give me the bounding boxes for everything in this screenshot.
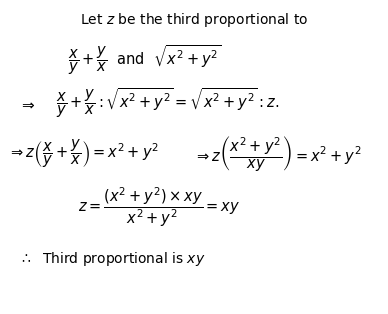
Text: $\dfrac{x}{y} + \dfrac{y}{x}$  and  $\sqrt{x^2 + y^2}$: $\dfrac{x}{y} + \dfrac{y}{x}$ and $\sqrt… [68,43,222,77]
Text: $\dfrac{x}{y} + \dfrac{y}{x} : \sqrt{x^2 + y^2} = \sqrt{x^2 + y^2} : z.$: $\dfrac{x}{y} + \dfrac{y}{x} : \sqrt{x^2… [56,87,280,121]
Text: $\Rightarrow$: $\Rightarrow$ [19,96,36,111]
Text: $z = \dfrac{(x^2 + y^2)\times xy}{x^2 + y^2} = xy$: $z = \dfrac{(x^2 + y^2)\times xy}{x^2 + … [78,185,240,229]
Text: $\therefore$  Third proportional is $xy$: $\therefore$ Third proportional is $xy$ [19,250,206,268]
Text: $\Rightarrow z\left(\dfrac{x^2 + y^2}{xy}\right) = x^2 + y^2$: $\Rightarrow z\left(\dfrac{x^2 + y^2}{xy… [194,134,361,173]
Text: Let $z$ be the third proportional to: Let $z$ be the third proportional to [80,11,308,30]
Text: $\Rightarrow z\left(\dfrac{x}{y} + \dfrac{y}{x}\right) = x^2 + y^2$: $\Rightarrow z\left(\dfrac{x}{y} + \dfra… [8,138,159,170]
